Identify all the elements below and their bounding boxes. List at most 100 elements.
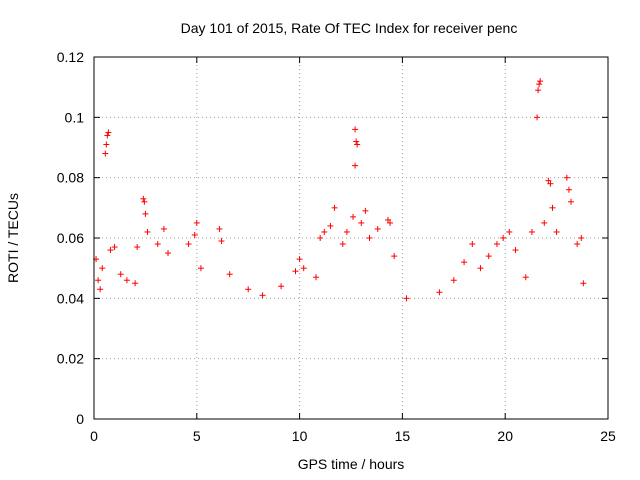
data-point — [352, 162, 359, 169]
data-point — [469, 241, 476, 248]
data-point — [354, 141, 361, 148]
data-point — [292, 268, 299, 275]
data-point — [366, 235, 373, 241]
y-tick-label: 0.06 — [57, 230, 84, 246]
chart-title: Day 101 of 2015, Rate Of TEC Index for r… — [181, 20, 518, 36]
data-point — [545, 177, 552, 184]
data-point — [313, 274, 320, 281]
data-point — [327, 222, 334, 229]
data-point — [477, 265, 484, 272]
y-tick-label: 0.12 — [57, 49, 84, 65]
data-point — [536, 81, 543, 88]
data-point — [105, 129, 112, 136]
data-point — [191, 231, 198, 238]
data-point — [99, 265, 106, 272]
data-point — [500, 235, 507, 241]
data-point — [485, 253, 492, 260]
data-point — [134, 244, 141, 251]
data-point — [537, 78, 544, 85]
data-point — [493, 241, 500, 248]
data-point — [339, 241, 346, 248]
data-point — [580, 280, 587, 287]
data-point — [534, 114, 541, 121]
data-point — [450, 277, 457, 284]
data-point — [506, 228, 513, 235]
y-tick-label: 0.04 — [57, 290, 84, 306]
data-point — [296, 256, 303, 263]
data-point — [350, 213, 357, 220]
x-axis-label: GPS time / hours — [298, 456, 405, 472]
data-point — [403, 295, 410, 302]
data-point — [132, 280, 139, 287]
data-point — [436, 289, 443, 296]
data-point — [142, 210, 149, 217]
data-point — [391, 253, 398, 260]
data-point — [140, 195, 147, 202]
data-point — [300, 265, 307, 272]
data-point — [317, 235, 324, 241]
data-point — [512, 247, 519, 254]
data-point — [185, 241, 192, 248]
data-point — [154, 241, 161, 248]
grid-lines — [94, 57, 608, 419]
data-point — [95, 277, 102, 284]
data-point — [107, 247, 114, 254]
data-point — [535, 87, 542, 94]
data-point — [123, 277, 130, 284]
y-axis-label: ROTI / TECUs — [5, 193, 21, 283]
data-point — [528, 228, 535, 235]
axis-ticks: 0 5 10 15 20 25 0 0.02 0.04 0.06 0.08 0.1 0.12 — [57, 49, 616, 444]
data-point — [353, 138, 360, 145]
data-point — [578, 235, 585, 241]
data-point — [117, 271, 124, 278]
data-point — [352, 126, 359, 133]
data-point — [374, 225, 381, 232]
data-point — [553, 228, 560, 235]
data-point — [461, 259, 468, 266]
data-point — [567, 198, 574, 205]
x-tick-label: 5 — [193, 428, 201, 444]
x-tick-label: 25 — [600, 428, 616, 444]
data-point — [103, 141, 110, 148]
data-point — [574, 241, 581, 248]
data-point — [563, 174, 570, 181]
data-point — [102, 150, 109, 157]
y-tick-label: 0.02 — [57, 351, 84, 367]
y-tick-label: 0.1 — [65, 109, 85, 125]
data-point — [387, 219, 394, 226]
data-point — [160, 225, 167, 232]
data-point — [278, 283, 285, 290]
x-tick-label: 15 — [395, 428, 411, 444]
data-point — [141, 198, 148, 205]
data-point — [104, 132, 111, 139]
data-points — [93, 78, 587, 302]
data-point — [97, 286, 104, 293]
data-point — [565, 186, 572, 193]
data-point — [245, 286, 252, 293]
data-point — [218, 238, 225, 245]
data-point — [193, 219, 200, 226]
data-point — [362, 207, 369, 214]
x-tick-label: 0 — [90, 428, 98, 444]
x-tick-label: 20 — [497, 428, 513, 444]
y-tick-label: 0 — [76, 411, 84, 427]
y-tick-label: 0.08 — [57, 170, 84, 186]
data-point — [343, 228, 350, 235]
data-point — [522, 274, 529, 281]
data-point — [331, 204, 338, 211]
data-point — [226, 271, 233, 278]
data-point — [385, 216, 392, 223]
data-point — [547, 180, 554, 187]
data-point — [549, 204, 556, 211]
data-point — [165, 250, 172, 257]
data-point — [321, 228, 328, 235]
data-point — [541, 219, 548, 226]
data-point — [358, 219, 365, 226]
data-point — [197, 265, 204, 272]
data-point — [216, 225, 223, 232]
x-tick-label: 10 — [292, 428, 308, 444]
data-point — [111, 244, 118, 251]
data-point — [259, 292, 266, 299]
data-point — [144, 228, 151, 235]
